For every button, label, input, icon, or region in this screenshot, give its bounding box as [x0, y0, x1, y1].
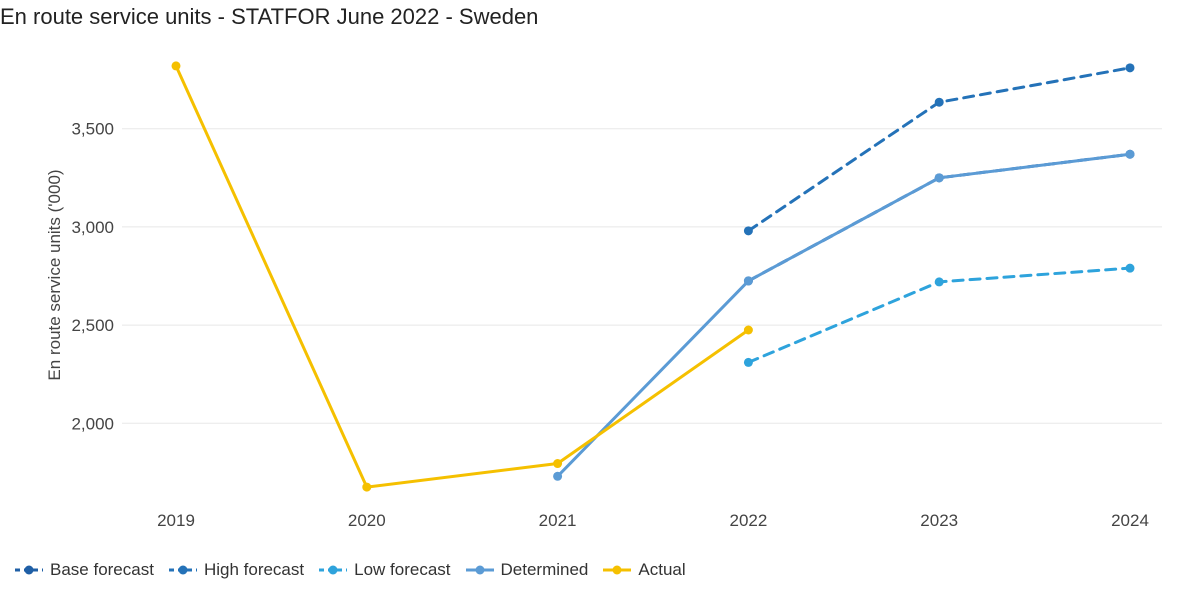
series-layer [171, 61, 1135, 492]
data-point-determined [553, 471, 563, 481]
plot-area: 2,000 2,500 3,000 3,500 2019 2020 2021 2022 202… [45, 61, 1162, 530]
x-tick-label: 2024 [1111, 511, 1149, 530]
legend-label: Determined [500, 560, 589, 579]
legend-item-actual[interactable]: Actual [602, 560, 686, 580]
grid-lines [122, 128, 1162, 424]
y-tick-label: 3,500 [71, 120, 114, 139]
data-point-actual [171, 61, 181, 71]
data-point-determined [743, 276, 753, 286]
y-tick-label: 2,000 [71, 414, 114, 433]
data-point-actual [362, 482, 372, 492]
legend-item-determined[interactable]: Determined [465, 560, 589, 580]
x-tick-label: 2020 [348, 511, 386, 530]
data-point-low-forecast [1125, 263, 1135, 273]
legend-swatch [603, 565, 632, 575]
data-point-determined [1125, 149, 1135, 159]
y-tick-label: 2,500 [71, 316, 114, 335]
series-line-actual [174, 64, 750, 489]
legend-item-low-forecast[interactable]: Low forecast [318, 560, 451, 580]
legend-swatch [15, 565, 43, 575]
x-tick-label: 2022 [729, 511, 767, 530]
data-point-actual [553, 459, 563, 469]
data-point-determined [934, 173, 944, 183]
legend-label: High forecast [203, 560, 305, 579]
legend: Base forecast High forecast Low forecast De… [14, 560, 686, 580]
data-point-high-forecast [1125, 63, 1135, 73]
legend-item-base-forecast[interactable]: Base forecast [14, 560, 154, 580]
legend-label: Actual [638, 560, 686, 579]
series-base-forecast [743, 149, 1135, 286]
x-tick-label: 2021 [539, 511, 577, 530]
data-point-actual [743, 325, 753, 335]
series-low-forecast [743, 263, 1135, 367]
y-axis-label: En route service units ('000) [45, 169, 64, 380]
legend-swatch [168, 565, 197, 575]
legend-label: Base forecast [50, 560, 154, 579]
legend-swatch [319, 565, 348, 575]
series-line-determined [556, 152, 1132, 478]
y-tick-label: 3,000 [71, 218, 114, 237]
data-point-high-forecast [934, 97, 944, 107]
legend-swatch [465, 565, 494, 575]
series-line-base-forecast [746, 152, 1132, 283]
legend-item-high-forecast[interactable]: High forecast [168, 560, 304, 580]
x-tick-label: 2023 [920, 511, 958, 530]
series-line-high-forecast [746, 66, 1132, 233]
legend-label: Low forecast [354, 560, 451, 579]
series-determined [553, 149, 1135, 481]
y-tick-labels: 2,000 2,500 3,000 3,500 [71, 120, 114, 434]
data-point-low-forecast [934, 277, 944, 287]
series-actual [171, 61, 753, 492]
data-point-high-forecast [743, 226, 753, 236]
data-point-low-forecast [743, 357, 753, 367]
chart-title: En route service units - STATFOR June 20… [0, 4, 539, 29]
series-high-forecast [743, 63, 1135, 236]
x-tick-labels: 2019 2020 2021 2022 2023 2024 [157, 511, 1149, 530]
x-tick-label: 2019 [157, 511, 195, 530]
